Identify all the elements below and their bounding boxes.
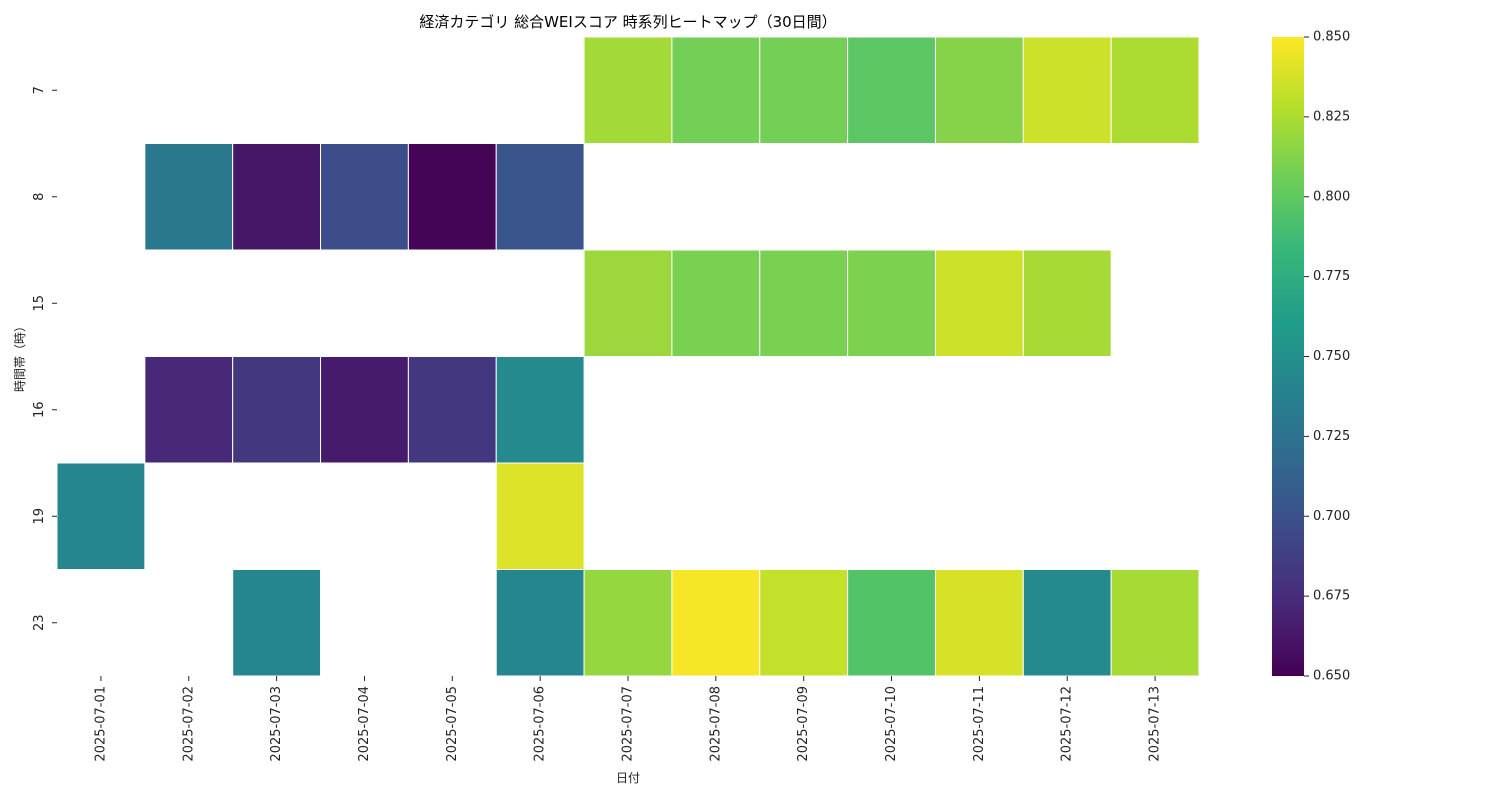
colorbar-ticks: 0.650 0.675 0.700 0.725 0.750 0.775 0.800 0.825… [1304, 30, 1350, 684]
heatmap-cell [144, 356, 234, 464]
heatmap-cell [759, 569, 849, 677]
y-tick-label: 19 [32, 508, 47, 525]
x-tick-label: 2025-07-06 [533, 686, 548, 762]
y-tick-label: 23 [32, 614, 47, 631]
y-axis-ticks: 7 8 15 16 19 23 [32, 86, 57, 631]
heatmap-cell [1110, 36, 1200, 144]
heatmap-cell [495, 356, 585, 464]
heatmap-cell [671, 249, 761, 357]
x-tick-label: 2025-07-13 [1148, 686, 1163, 762]
heatmap-cell [934, 249, 1024, 357]
x-axis-label: 日付 [616, 771, 640, 785]
heatmap-cell [583, 569, 673, 677]
colorbar-tick-label: 0.700 [1313, 509, 1350, 524]
heatmap-cell [847, 569, 936, 677]
heatmap-cell [144, 143, 234, 251]
heatmap-cell [583, 36, 673, 144]
colorbar [1272, 37, 1304, 676]
colorbar-tick-label: 0.825 [1313, 109, 1350, 124]
x-tick-label: 2025-07-07 [621, 686, 636, 762]
colorbar-tick-label: 0.725 [1313, 429, 1350, 444]
x-tick-label: 2025-07-01 [93, 686, 108, 762]
y-axis-label: 時間帯（時） [13, 320, 27, 392]
heatmap-cell [407, 356, 497, 464]
x-tick-label: 2025-07-10 [884, 686, 899, 762]
heatmap-cell [934, 569, 1024, 677]
heatmap-cell [1022, 249, 1112, 357]
colorbar-tick-label: 0.675 [1313, 589, 1350, 604]
heatmap-cell [671, 569, 761, 677]
heatmap-cell [1110, 569, 1200, 677]
heatmap-cell [495, 569, 585, 677]
heatmap-cell [583, 249, 673, 357]
x-axis-ticks: 2025-07-01 2025-07-02 2025-07-03 2025-07-04… [93, 676, 1163, 762]
colorbar-tick-label: 0.775 [1313, 269, 1350, 284]
heatmap-cell [232, 569, 322, 677]
heatmap-cell [759, 36, 849, 144]
heatmap-cell [759, 249, 849, 357]
colorbar-tick-label: 0.650 [1313, 669, 1350, 684]
colorbar-tick-label: 0.800 [1313, 189, 1350, 204]
y-tick-label: 8 [32, 193, 47, 201]
heatmap-cell [1022, 36, 1112, 144]
heatmap-cell [320, 356, 409, 464]
heatmap-cell [934, 36, 1024, 144]
x-tick-label: 2025-07-02 [181, 686, 196, 762]
colorbar-tick-label: 0.850 [1313, 30, 1350, 45]
heatmap-cell [671, 36, 761, 144]
heatmap-cell [320, 143, 409, 251]
x-tick-label: 2025-07-11 [972, 686, 987, 762]
y-tick-label: 15 [32, 295, 47, 312]
heatmap-cell [847, 249, 936, 357]
heatmap-cell [495, 462, 585, 570]
heatmap-cell [407, 143, 497, 251]
y-tick-label: 7 [32, 86, 47, 94]
heatmap-cell [495, 143, 585, 251]
heatmap-cell [232, 356, 322, 464]
heatmap-cells [56, 36, 1200, 677]
x-tick-label: 2025-07-05 [445, 686, 460, 762]
x-tick-label: 2025-07-12 [1060, 686, 1075, 762]
colorbar-tick-label: 0.750 [1313, 349, 1350, 364]
x-tick-label: 2025-07-03 [269, 686, 284, 762]
y-tick-label: 16 [32, 401, 47, 418]
x-tick-label: 2025-07-08 [708, 686, 723, 762]
x-tick-label: 2025-07-04 [357, 686, 372, 762]
heatmap-cell [1022, 569, 1112, 677]
heatmap-cell [847, 36, 936, 144]
heatmap-cell [232, 143, 322, 251]
x-tick-label: 2025-07-09 [796, 686, 811, 762]
chart-title: 経済カテゴリ 総合WEIスコア 時系列ヒートマップ（30日間） [419, 13, 836, 31]
heatmap-cell [56, 462, 146, 570]
